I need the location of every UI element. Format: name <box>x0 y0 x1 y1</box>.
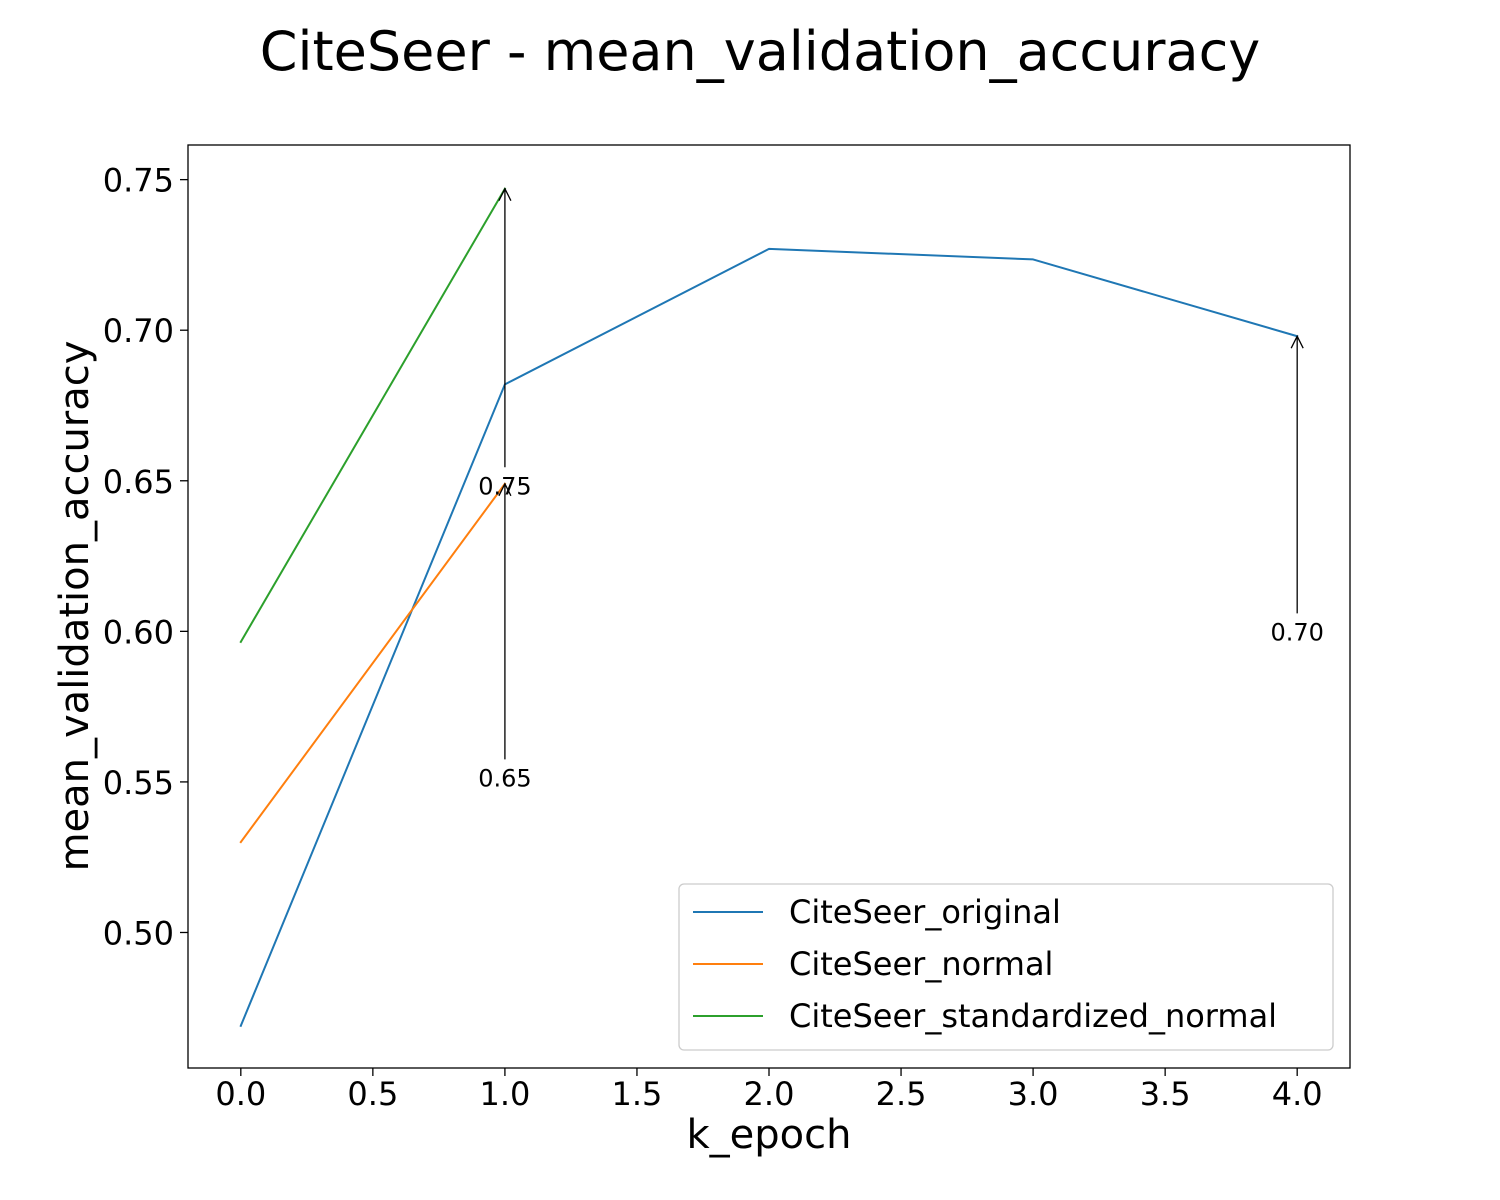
y-tick-label-0: 0.50 <box>103 914 174 952</box>
series-line-0 <box>239 247 1299 1028</box>
annotation-label-1: 0.65 <box>478 764 531 792</box>
x-tick-label-6: 3.0 <box>1008 1075 1059 1113</box>
x-tick-label-5: 2.5 <box>876 1075 927 1113</box>
annotation-arrowhead-0 <box>498 187 512 201</box>
annotation-arrowhead-2 <box>1290 334 1304 349</box>
legend: CiteSeer_original CiteSeer_normal CiteSeer… <box>678 883 1334 1051</box>
plot-area: 0.750.650.70 <box>239 187 1324 1028</box>
y-tick-label-2: 0.60 <box>103 613 174 651</box>
y-tick-label-4: 0.70 <box>103 312 174 350</box>
annotation-arrowhead-1 <box>498 482 512 497</box>
legend-label-2: CiteSeer_standardized_normal <box>789 997 1277 1035</box>
axis-ticks: 0.0 0.5 1.0 1.5 2.0 2.5 3.0 3.5 4.0 0.50 0.55 0.60 0… <box>103 162 1323 1113</box>
y-tick-label-5: 0.75 <box>103 162 174 200</box>
x-axis-label: k_epoch <box>687 1112 852 1158</box>
x-tick-label-7: 3.5 <box>1140 1075 1191 1113</box>
annotation-label-2: 0.70 <box>1270 618 1323 646</box>
series-line-2 <box>239 187 507 644</box>
x-tick-label-8: 4.0 <box>1272 1075 1323 1113</box>
legend-frame <box>678 883 1334 1051</box>
x-tick-label-2: 1.0 <box>479 1075 530 1113</box>
y-tick-label-1: 0.55 <box>103 764 174 802</box>
x-tick-label-3: 1.5 <box>612 1075 663 1113</box>
series-line-1 <box>239 482 507 844</box>
x-tick-label-4: 2.0 <box>744 1075 795 1113</box>
chart-title: CiteSeer - mean_validation_accuracy <box>260 20 1260 83</box>
legend-label-0: CiteSeer_original <box>789 893 1061 931</box>
x-tick-label-1: 0.5 <box>347 1075 398 1113</box>
y-axis-label: mean_validation_accuracy <box>52 341 98 872</box>
x-tick-label-0: 0.0 <box>215 1075 266 1113</box>
y-tick-label-3: 0.65 <box>103 463 174 501</box>
legend-label-1: CiteSeer_normal <box>789 945 1053 983</box>
